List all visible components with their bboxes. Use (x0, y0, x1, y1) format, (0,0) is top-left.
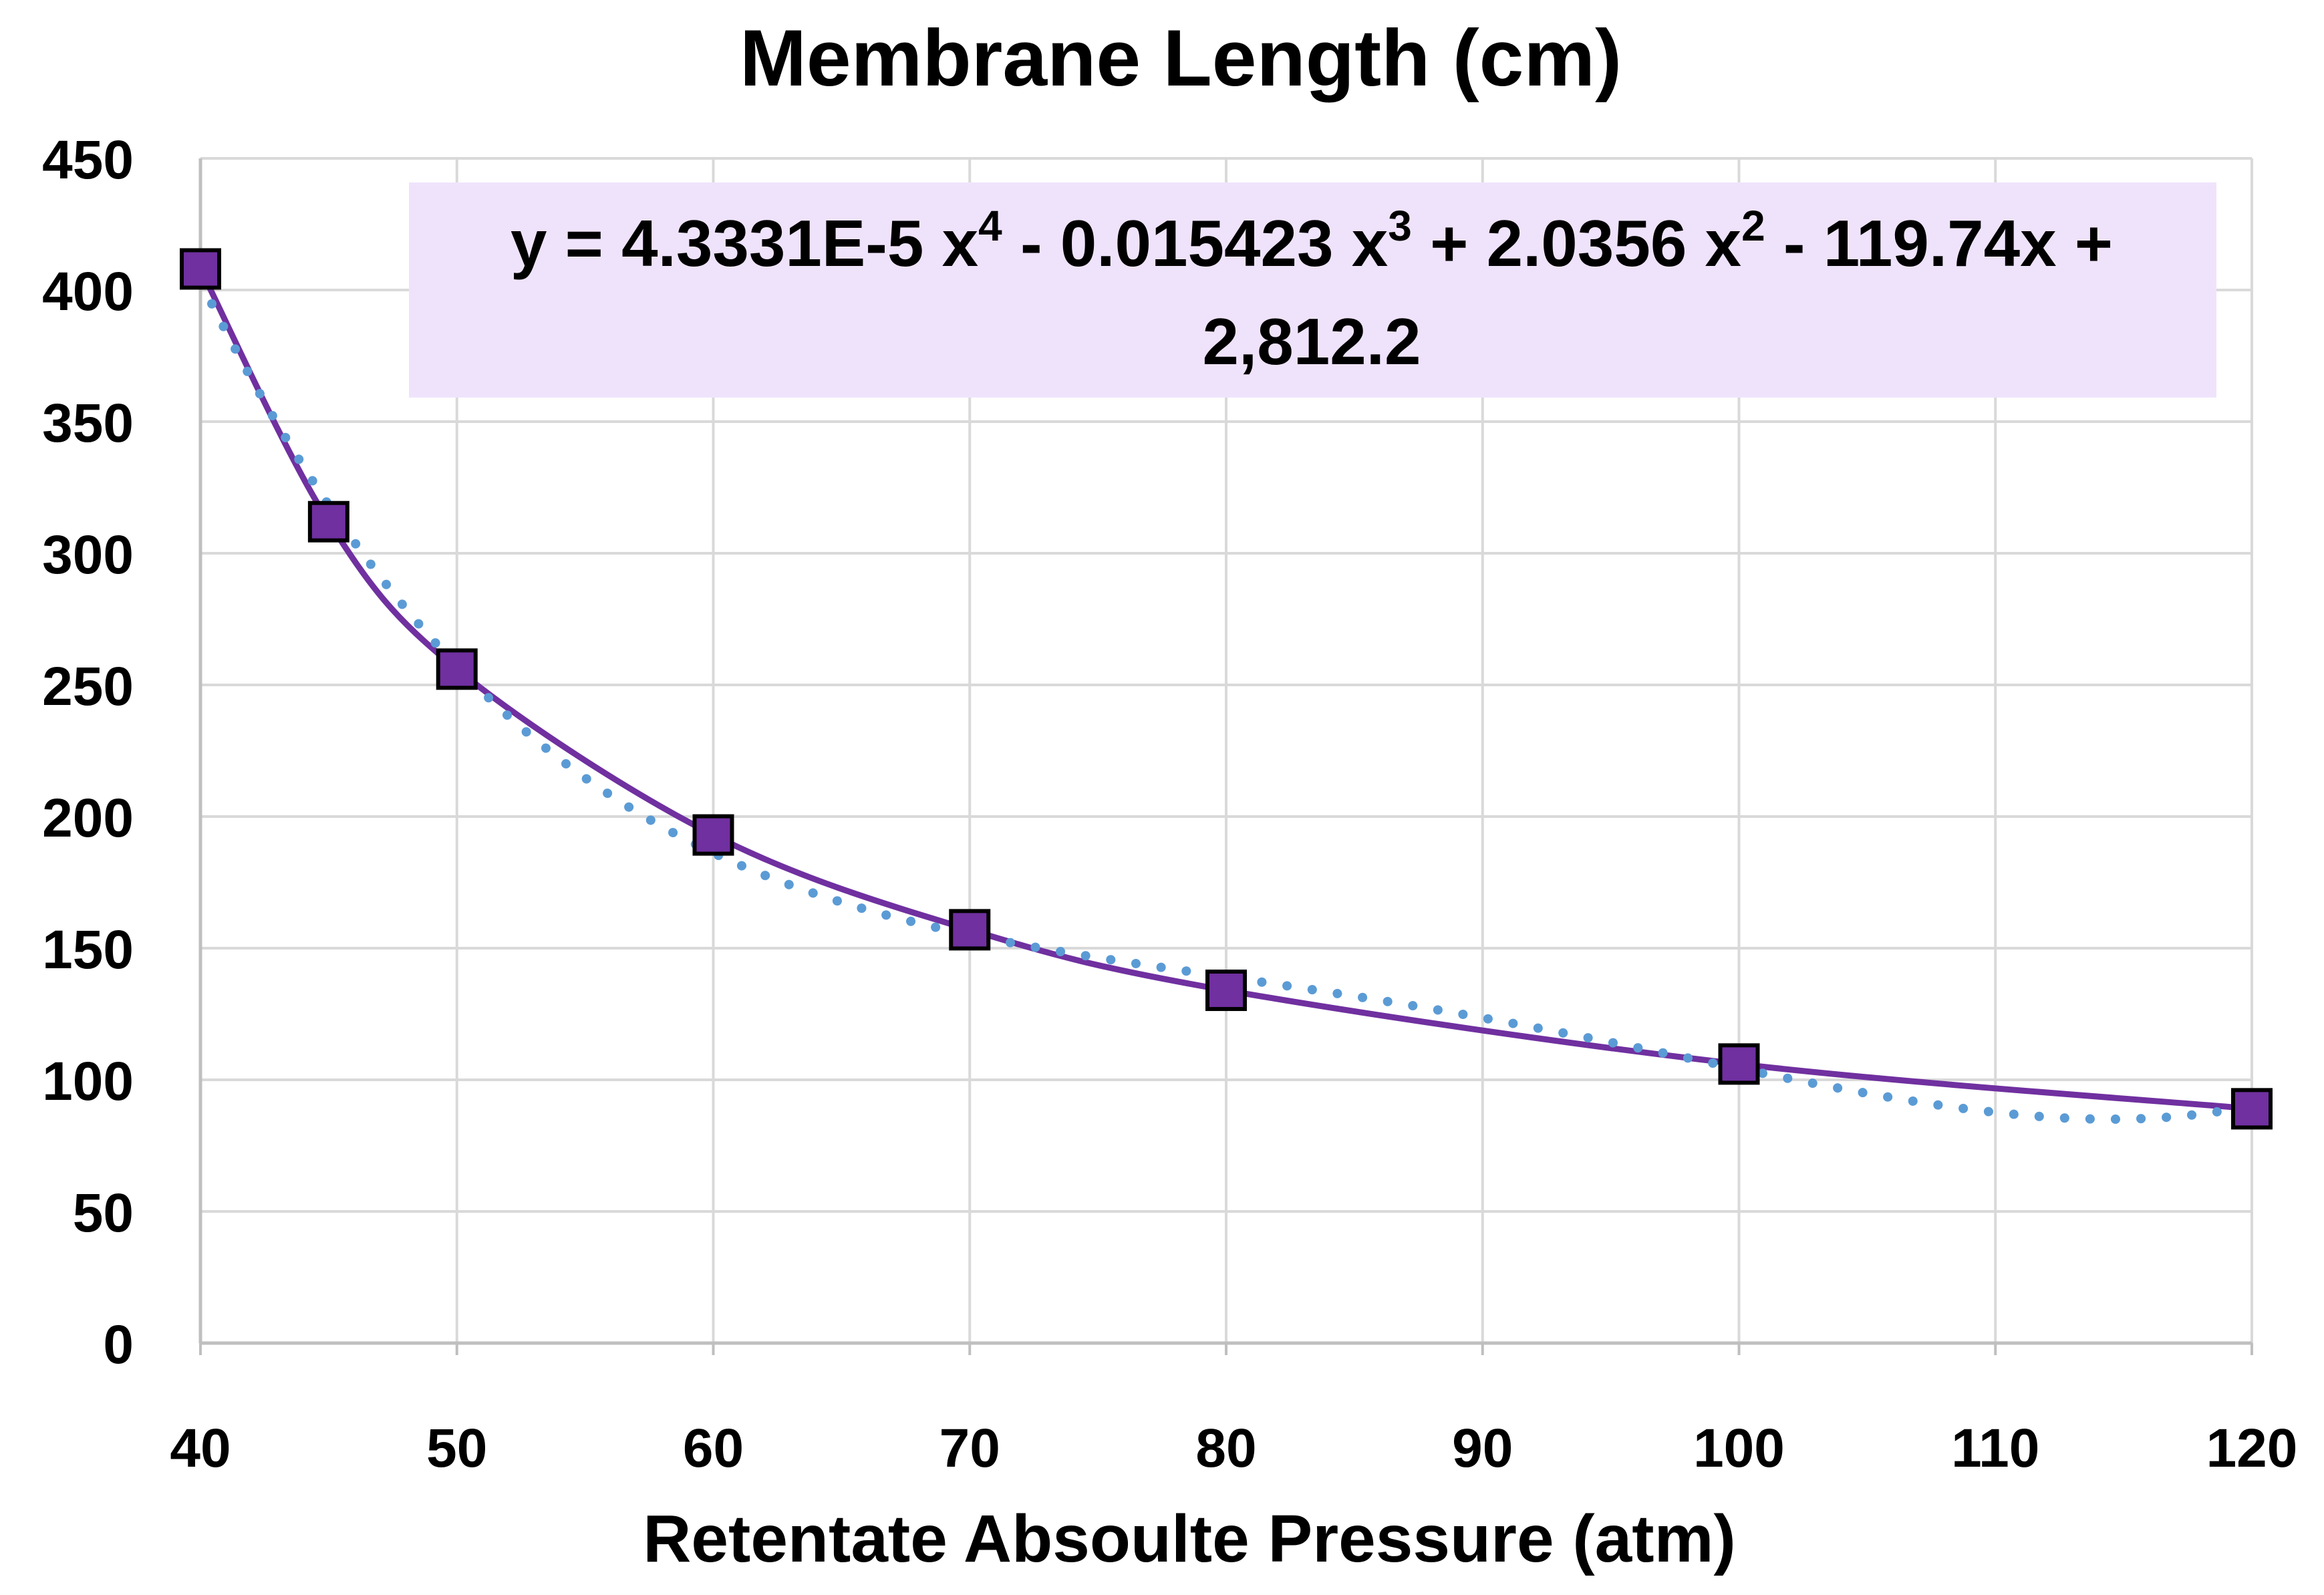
equation-term: y = 4.3331E-5 x (511, 206, 978, 280)
equation-term: - 119.74x + (1765, 206, 2113, 280)
y-tick-label-450: 450 (42, 130, 134, 190)
x-tick-label-90: 90 (1452, 1418, 1513, 1479)
axes (198, 158, 2253, 1355)
data-point-marker-40 (180, 248, 221, 290)
y-tick-label-400: 400 (42, 261, 134, 322)
equation-line-1: y = 4.3331E-5 x4 - 0.015423 x3 + 2.0356 … (511, 202, 2113, 280)
trendline-polynomial (196, 276, 2257, 1124)
markers-layer (180, 248, 2273, 1130)
data-point-marker-50 (436, 648, 478, 690)
x-tick-label-80: 80 (1195, 1418, 1256, 1479)
y-tick-label-200: 200 (42, 788, 134, 849)
y-tick-label-250: 250 (42, 656, 134, 717)
x-tick-label-70: 70 (939, 1418, 1000, 1479)
equation-term: + 2.0356 x (1412, 206, 1741, 280)
data-point-marker-45 (307, 500, 349, 543)
x-axis-label: Retentate Absoulte Pressure (atm) (643, 1501, 1736, 1576)
x-tick-label-110: 110 (1951, 1418, 2039, 1479)
equation-box: y = 4.3331E-5 x4 - 0.015423 x3 + 2.0356 … (409, 182, 2216, 398)
y-tick-label-50: 50 (73, 1183, 134, 1244)
y-tick-label-300: 300 (42, 525, 134, 585)
trendline-layer (196, 276, 2257, 1124)
equation-term: - 0.015423 x (1002, 206, 1389, 280)
data-point-marker-60 (692, 814, 734, 856)
y-tick-label-350: 350 (42, 393, 134, 454)
chart-title: Membrane Length (cm) (740, 13, 1622, 103)
data-point-marker-80 (1205, 970, 1247, 1012)
data-point-marker-120 (2231, 1088, 2273, 1130)
data-point-marker-100 (1718, 1043, 1760, 1085)
equation-line-2: 2,812.2 (1203, 305, 1421, 378)
equation-exponent: 2 (1741, 202, 1765, 250)
tick-labels: 0 50 100 150 200 250 300 350 400 450 40 50 60 70 80 90 1… (42, 130, 2297, 1479)
equation-exponent: 4 (978, 202, 1002, 250)
x-tick-label-40: 40 (170, 1418, 231, 1479)
data-point-marker-70 (949, 909, 991, 951)
x-tick-label-120: 120 (2206, 1418, 2298, 1479)
x-tick-label-60: 60 (683, 1418, 744, 1479)
y-tick-label-150: 150 (42, 919, 134, 980)
equation-background (409, 182, 2216, 398)
y-tick-label-100: 100 (42, 1051, 134, 1112)
equation-exponent: 3 (1388, 202, 1412, 250)
x-tick-label-50: 50 (426, 1418, 487, 1479)
x-tick-label-100: 100 (1693, 1418, 1785, 1479)
y-tick-label-0: 0 (103, 1314, 134, 1375)
